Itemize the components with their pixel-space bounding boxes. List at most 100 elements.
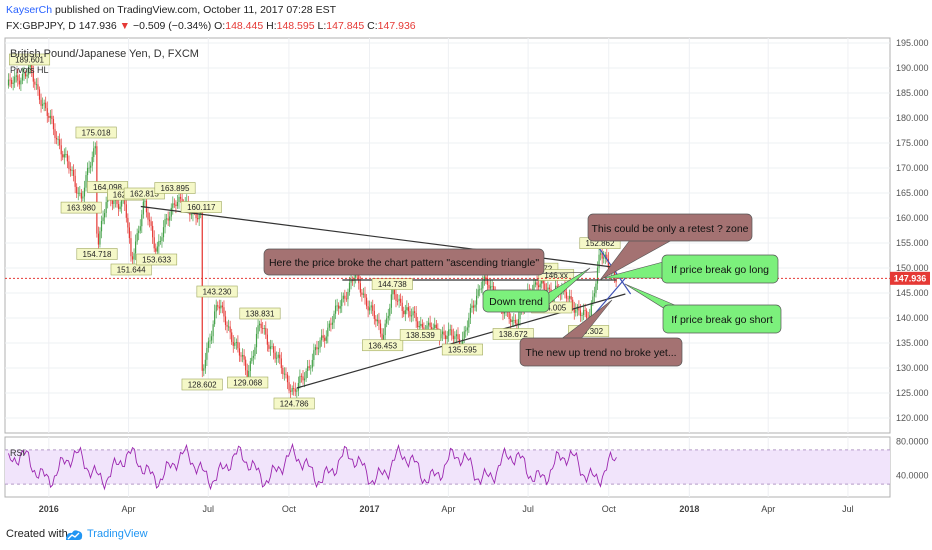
candle — [454, 331, 456, 344]
pivot-label-box — [441, 343, 483, 356]
pivot-label: 153.633 — [136, 253, 178, 266]
candle-body — [355, 273, 357, 278]
pivot-label-text: 189.601 — [15, 56, 44, 65]
candle — [73, 164, 75, 182]
note-uptrend-intact[interactable] — [519, 337, 683, 367]
note-down-trend[interactable] — [482, 289, 550, 313]
candle — [548, 284, 551, 294]
candle — [511, 316, 513, 326]
candle-body — [415, 312, 417, 322]
candle-body — [393, 287, 396, 295]
candle — [23, 66, 25, 81]
candle-body — [40, 99, 42, 106]
candle — [100, 215, 103, 239]
candle-body — [138, 230, 140, 234]
candle — [491, 280, 493, 291]
candle — [66, 150, 69, 169]
candle-body — [51, 115, 53, 120]
candle-body — [353, 277, 355, 282]
candle-body — [572, 299, 574, 309]
note-triangle-break[interactable] — [263, 248, 545, 276]
price-axis[interactable]: 195.000 190.000 185.000 180.000 175.000 170.0… — [896, 38, 929, 481]
candle-body — [598, 254, 600, 268]
candle-body — [159, 240, 162, 242]
tradingview-logo-icon — [66, 530, 83, 540]
candle-body — [204, 359, 206, 369]
candle-body — [63, 154, 65, 158]
chart-title: British Pound/Japanese Yen, D, FXCM — [10, 48, 199, 60]
time-axis[interactable]: 2016 Apr Jul Oct 2017 Apr Jul Oct 2018 Apr Jul — [39, 504, 854, 514]
candle-body — [97, 233, 100, 245]
candle-body — [263, 328, 265, 329]
candle-body — [252, 355, 255, 358]
candle-body — [55, 137, 58, 140]
candle-body — [579, 310, 582, 316]
time-tick-label: Apr — [761, 504, 775, 514]
candle-body — [172, 203, 174, 208]
candle — [293, 381, 295, 396]
candle-body — [344, 295, 346, 299]
candle — [229, 320, 231, 340]
candle — [407, 302, 410, 318]
candle-body — [446, 335, 448, 340]
candle — [480, 281, 482, 294]
candle-body — [474, 304, 476, 308]
pivot-label-text: 164.098 — [93, 183, 122, 192]
candle — [259, 320, 261, 332]
candle-body — [141, 214, 143, 227]
candle — [263, 325, 265, 335]
note-go-short[interactable] — [662, 304, 782, 334]
price-chart[interactable]: 189.601175.018163.980164.098162.57162.81… — [0, 0, 932, 520]
candle-body — [131, 256, 134, 260]
candle-body — [303, 378, 306, 381]
candle — [234, 337, 236, 349]
candle — [596, 261, 599, 290]
candle-body — [491, 285, 493, 287]
candle — [476, 288, 478, 312]
footer: Created with TradingView — [0, 522, 932, 550]
candle — [173, 198, 175, 208]
candle-body — [395, 294, 397, 301]
candle-body — [12, 82, 14, 84]
candle-body — [52, 119, 55, 130]
note-go-long[interactable] — [661, 254, 779, 284]
pivot-label-box — [60, 201, 102, 214]
pivot-label-box — [492, 328, 534, 340]
candle — [12, 76, 14, 91]
symbol-label[interactable]: FX:GBPJPY, D — [6, 20, 76, 32]
note-retest-zone[interactable] — [587, 213, 753, 242]
candle-body — [331, 322, 334, 325]
tradingview-brand-link[interactable]: TradingView — [87, 528, 148, 540]
author-link[interactable]: KayserCh — [6, 4, 53, 16]
pivot-label-text: 144.005 — [537, 304, 566, 313]
candle-body — [66, 154, 69, 162]
candle — [82, 190, 84, 202]
candle-body — [24, 73, 27, 77]
candle-body — [29, 64, 31, 67]
candle-body — [271, 346, 273, 348]
change-value: −0.509 (−0.34%) — [132, 20, 212, 32]
candle — [11, 77, 13, 89]
high-label: H: — [266, 20, 277, 32]
candle-body — [567, 298, 569, 300]
candle — [538, 279, 540, 292]
candle-body — [28, 66, 30, 75]
candle-body — [82, 196, 84, 199]
time-tick-label: 2016 — [39, 504, 59, 514]
candle-body — [465, 330, 467, 332]
candle — [51, 109, 53, 125]
candle — [372, 299, 374, 317]
candle-body — [71, 169, 73, 171]
candle-body — [215, 305, 217, 312]
candle — [339, 300, 341, 314]
candle — [367, 300, 369, 318]
candle-body — [538, 285, 540, 288]
candle — [350, 273, 352, 290]
rsi-tick-label: 80.0000 — [896, 436, 929, 446]
candle — [471, 298, 473, 313]
candle — [412, 306, 414, 322]
candle — [279, 348, 281, 365]
candle-body — [152, 225, 154, 238]
candle — [20, 77, 22, 92]
candle — [71, 166, 73, 176]
